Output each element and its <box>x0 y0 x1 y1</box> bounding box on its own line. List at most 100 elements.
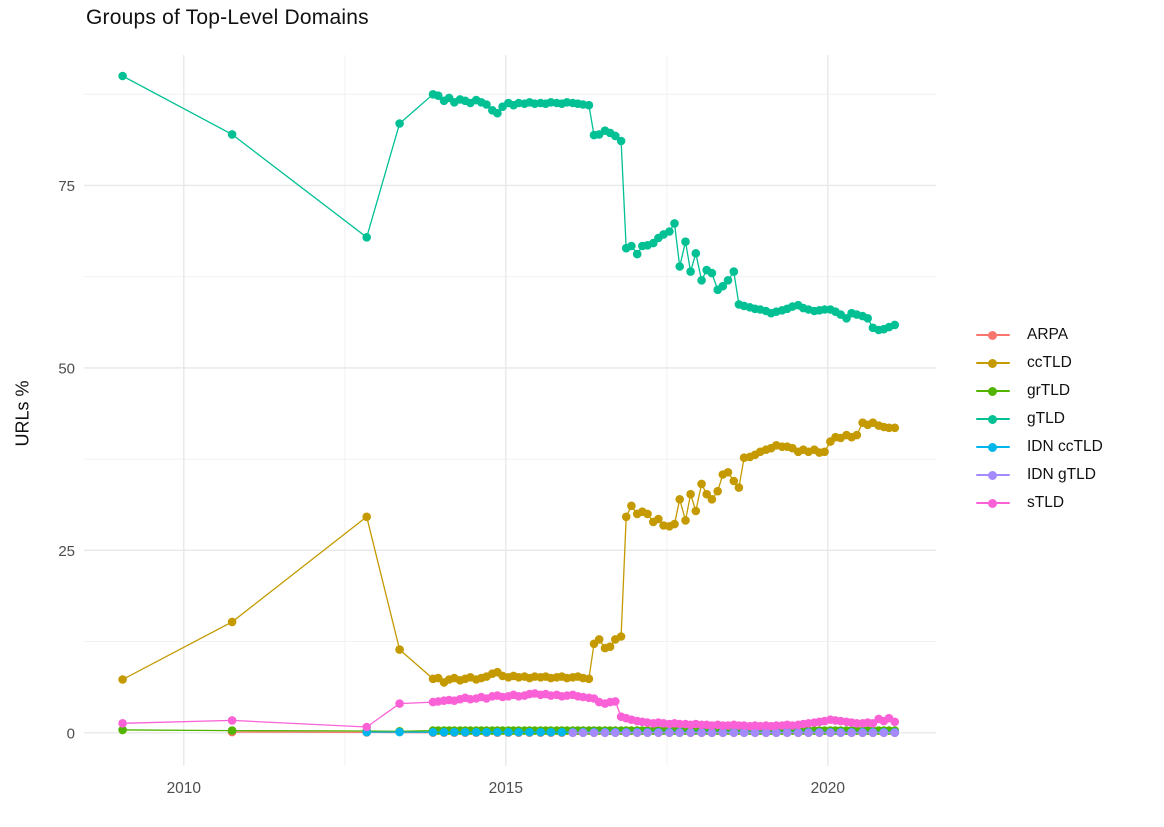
series-gtld-point <box>118 71 127 81</box>
series-cctld-point <box>729 476 739 486</box>
series-cctld-point <box>616 632 626 641</box>
y-tick-label: 75 <box>58 178 75 195</box>
legend-dot-icon <box>988 358 997 368</box>
series-gtld-point <box>482 100 491 109</box>
series-idn-gtld-point <box>890 728 900 737</box>
series-cctld-point <box>681 516 690 525</box>
series-idn-cctld-point <box>514 727 523 737</box>
series-gtld-point <box>890 320 900 330</box>
series-idn-gtld-point <box>826 728 835 737</box>
series-idn-cctld-point <box>504 727 513 737</box>
legend-label: ARPA <box>1027 326 1069 343</box>
series-idn-gtld-point <box>600 728 610 737</box>
y-axis-title: URLs % <box>12 380 33 447</box>
legend-item-cctld: ccTLD <box>976 349 1103 377</box>
series-gtld-line <box>122 75 896 331</box>
series-idn-cctld-point <box>395 727 404 737</box>
series-gtld-point <box>691 249 701 258</box>
legend-key-grtld-icon <box>976 386 1010 397</box>
series-cctld-point <box>734 483 744 492</box>
series-idn-gtld-point <box>654 728 663 737</box>
series-cctld-point <box>670 519 679 529</box>
series-idn-cctld-point <box>557 727 567 737</box>
series-cctld-point <box>395 645 404 654</box>
legend-key-stld-icon <box>976 498 1010 509</box>
legend-dot-icon <box>988 330 997 340</box>
series-idn-gtld-point <box>621 728 631 737</box>
series-idn-gtld-point <box>804 728 813 737</box>
series-idn-gtld-point <box>772 728 781 737</box>
legend-dot-icon <box>988 470 997 480</box>
series-cctld-point <box>697 479 706 489</box>
series-cctld-point <box>594 635 604 644</box>
series-idn-gtld-point <box>707 728 717 737</box>
legend-key-arpa-icon <box>976 330 1010 341</box>
y-axis-title-wrap: URLs % <box>2 0 44 827</box>
series-cctld-point <box>691 506 701 516</box>
series-gtld-point <box>723 276 733 285</box>
legend-item-grtld: grTLD <box>976 377 1103 405</box>
series-idn-gtld-point <box>868 728 878 737</box>
legend-item-arpa: ARPA <box>976 321 1103 349</box>
series-gtld <box>118 71 900 335</box>
legend-item-stld: sTLD <box>976 489 1103 517</box>
series-cctld-point <box>686 489 695 499</box>
series-cctld-point <box>605 642 615 651</box>
series-idn-cctld-point <box>439 727 449 737</box>
series-idn-cctld-point <box>450 727 459 737</box>
y-tick-label: 0 <box>67 725 75 742</box>
series-cctld-point <box>584 674 594 684</box>
series-gtld-point <box>584 100 594 110</box>
legend-key-idn-cctld-icon <box>976 442 1010 453</box>
series-gtld-point <box>718 281 728 291</box>
series-idn-gtld-point <box>761 728 771 737</box>
series-idn-gtld-point <box>643 728 652 737</box>
series-grtld-point <box>118 725 127 735</box>
series-idn-cctld-point <box>525 727 534 737</box>
series-idn-cctld-point <box>546 727 556 737</box>
series-cctld-point <box>118 675 127 684</box>
series-idn-gtld-point <box>750 728 760 737</box>
series-cctld-point <box>675 495 684 504</box>
series-stld-point <box>611 697 620 706</box>
series-idn-gtld-point <box>589 728 599 737</box>
series-gtld-point <box>632 249 642 259</box>
legend-item-gtld: gTLD <box>976 405 1103 433</box>
legend-label: gTLD <box>1027 410 1065 427</box>
legend-key-gtld-icon <box>976 414 1010 425</box>
series-gtld-point <box>729 267 739 276</box>
legend-label: ccTLD <box>1027 354 1072 371</box>
series-cctld-point <box>227 617 237 627</box>
legend-dot-icon <box>988 386 997 396</box>
series-idn-gtld-point <box>815 728 824 737</box>
series-cctld-point <box>362 512 372 522</box>
series-gtld-point <box>362 233 372 242</box>
series-idn-cctld-point <box>482 727 491 737</box>
series-gtld-point <box>863 314 872 323</box>
series-gtld-point <box>686 267 695 276</box>
series-gtld-point <box>627 241 636 251</box>
series-stld-point <box>890 717 900 727</box>
x-tick-label: 2010 <box>167 780 202 797</box>
legend-dot-icon <box>988 414 997 424</box>
series-cctld-point <box>654 514 663 524</box>
y-tick-label: 50 <box>58 360 75 377</box>
legend-dot-icon <box>988 442 997 452</box>
series-stld-point <box>362 722 372 732</box>
series-stld-point <box>227 716 237 725</box>
series-idn-gtld-point <box>836 728 845 737</box>
series-grtld-point <box>227 726 237 735</box>
series-cctld-point <box>627 501 636 511</box>
legend-label: IDN ccTLD <box>1027 438 1103 455</box>
series-cctld-point <box>713 486 722 496</box>
series-idn-gtld-point <box>847 728 856 737</box>
series-idn-gtld-point <box>858 728 867 737</box>
x-tick-label: 2015 <box>489 780 523 797</box>
legend-key-idn-gtld-icon <box>976 470 1010 481</box>
series-idn-gtld <box>568 728 900 737</box>
y-tick-label: 25 <box>58 543 75 560</box>
x-tick-label: 2020 <box>811 780 846 797</box>
series-cctld-point <box>820 447 829 457</box>
series-gtld-point <box>493 108 502 118</box>
